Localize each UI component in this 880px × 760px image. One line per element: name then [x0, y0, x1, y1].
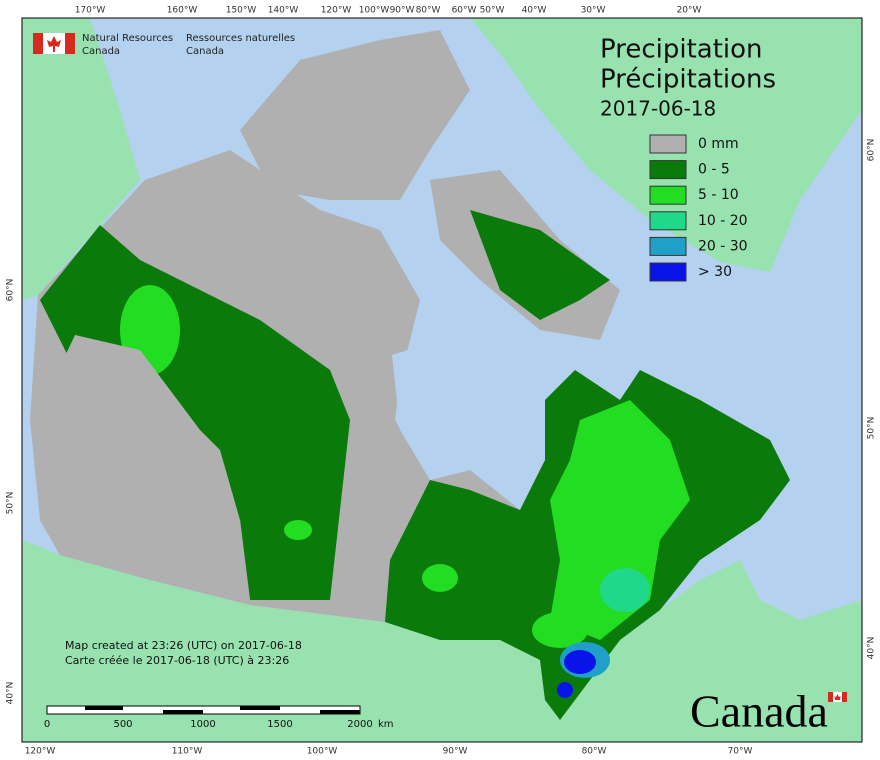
legend-label: 5 - 10 [698, 187, 739, 203]
legend-swatch [649, 160, 687, 180]
lon-label: 140°W [268, 6, 299, 16]
alaska [22, 18, 140, 300]
lon-label: 170°W [75, 6, 106, 16]
map-border [21, 17, 863, 743]
scale-label: 1000 [190, 719, 215, 730]
lon-label: 20°W [677, 6, 702, 16]
note: Carte créée le 2017-06-18 (UTC) à 23:26 [65, 654, 289, 667]
lat-label: 50°N [867, 417, 877, 440]
scale-label: 1500 [267, 719, 292, 730]
lon-label: 90°W [390, 6, 415, 16]
nrcan-logo [33, 33, 75, 54]
lon-label: 30°W [581, 6, 606, 16]
lon-label: 100°W [307, 747, 338, 757]
lon-label: 50°W [480, 6, 505, 16]
lon-label: 110°W [172, 747, 203, 757]
arctic-islands [240, 30, 470, 200]
precip-30 [564, 650, 596, 674]
legend-label: 10 - 20 [698, 213, 748, 229]
org-fr: Ressources naturelles [186, 33, 295, 44]
lon-label: 100°W [359, 6, 390, 16]
wordmark: Canada [690, 686, 828, 737]
legend-label: 0 - 5 [698, 162, 730, 178]
scale-unit: km [378, 719, 394, 730]
legend-swatch [649, 211, 687, 231]
lon-label: 40°W [522, 6, 547, 16]
usa [22, 540, 862, 742]
lon-label: 120°W [25, 747, 56, 757]
org-en: Natural Resources [82, 33, 173, 44]
bc-alberta [35, 335, 250, 600]
note: Map created at 23:26 (UTC) on 2017-06-18 [65, 639, 302, 652]
legend-swatch [649, 236, 687, 256]
org-en: Canada [82, 46, 120, 57]
scale-label: 500 [113, 719, 132, 730]
lon-label: 60°W [452, 6, 477, 16]
precip-south [532, 612, 588, 648]
lat-label: 60°N [867, 139, 877, 162]
scale-bar: 0 500 1000 1500 2000 km [44, 705, 394, 730]
lon-label: 150°W [226, 6, 257, 16]
precip-west [40, 225, 350, 600]
precip-baffin [470, 210, 610, 320]
lon-label: 90°W [443, 747, 468, 757]
precip-ontario [422, 564, 458, 592]
title-fr: Précipitations [600, 65, 776, 95]
scale-label: 2000 [347, 719, 372, 730]
precip-quebec [550, 400, 690, 640]
legend: 0 mm 0 - 5 5 - 10 10 - 20 20 - 30 > 30 [649, 134, 748, 282]
legend-swatch [649, 185, 687, 205]
coordinates: 170°W 160°W 150°W 140°W 120°W 100°W 90°W 80°W 60… [6, 6, 877, 757]
lon-label: 120°W [321, 6, 352, 16]
precip-10-20 [600, 568, 650, 612]
legend-label: 0 mm [698, 136, 739, 152]
lat-label: 40°N [867, 637, 877, 660]
legend-label: > 30 [698, 264, 732, 280]
precip-prairie [284, 520, 312, 540]
lat-label: 40°N [6, 682, 16, 705]
title-en: Precipitation [600, 35, 763, 65]
hudson-bay [392, 340, 545, 505]
lat-label: 60°N [6, 279, 16, 302]
legend-swatch [649, 134, 687, 154]
legend-label: 20 - 30 [698, 238, 748, 254]
org-fr: Canada [186, 46, 224, 57]
precip-30b [557, 682, 573, 698]
title-date: 2017-06-18 [600, 97, 716, 121]
scale-label: 0 [44, 719, 50, 730]
lon-label: 80°W [582, 747, 607, 757]
legend-swatch [649, 262, 687, 282]
lon-label: 160°W [167, 6, 198, 16]
lon-label: 70°W [728, 747, 753, 757]
lon-label: 80°W [416, 6, 441, 16]
wordmark-flag [828, 692, 847, 702]
lat-label: 50°N [6, 492, 16, 515]
